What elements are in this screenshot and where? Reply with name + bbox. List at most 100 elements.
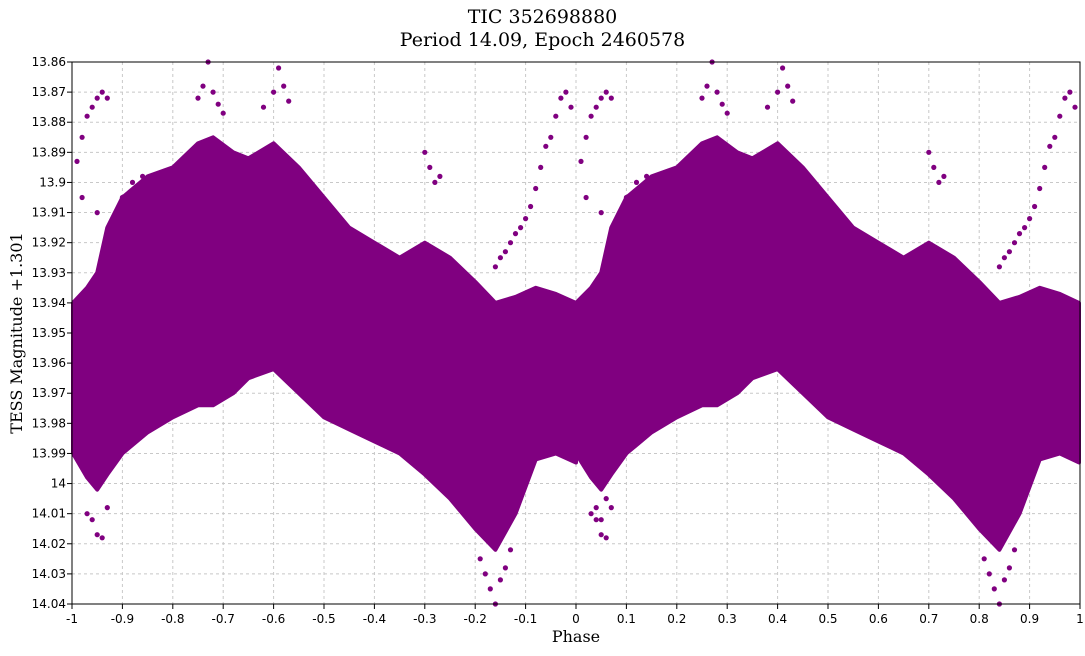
y-tick-label: 13.89 xyxy=(32,145,66,159)
data-point xyxy=(704,83,710,89)
data-point xyxy=(593,517,599,523)
data-point xyxy=(986,571,992,577)
y-tick-label: 13.95 xyxy=(32,326,66,340)
x-tick-label: 0.3 xyxy=(718,612,737,626)
data-point xyxy=(558,95,564,101)
data-point xyxy=(598,517,604,523)
data-point xyxy=(210,89,216,95)
data-point xyxy=(1052,134,1058,140)
chart-title: TIC 352698880 xyxy=(467,6,618,28)
x-tick-label: -0.5 xyxy=(312,612,335,626)
data-cloud xyxy=(71,135,1081,552)
data-point xyxy=(981,556,987,562)
data-point xyxy=(568,104,574,110)
data-point xyxy=(79,194,85,201)
x-tick-label: -0.6 xyxy=(262,612,285,626)
data-cloud-region xyxy=(71,135,578,552)
data-point xyxy=(699,95,705,101)
x-tick-label: 0.6 xyxy=(869,612,888,626)
x-tick-label: -0.2 xyxy=(463,612,486,626)
data-point xyxy=(1006,565,1013,571)
data-point xyxy=(487,586,493,592)
y-axis-label: TESS Magnitude +1.301 xyxy=(7,232,26,433)
chart-subtitle: Period 14.09, Epoch 2460578 xyxy=(399,29,686,51)
y-tick-label: 13.91 xyxy=(32,206,66,220)
data-point xyxy=(931,164,937,170)
y-axis-ticks: 13.86 13.87 13.88 13.89 13.9 13.91 13.92 13.93 1… xyxy=(32,55,72,611)
data-point xyxy=(1047,143,1053,149)
data-point xyxy=(936,179,942,185)
data-point xyxy=(74,158,80,164)
data-point xyxy=(583,134,589,140)
data-point xyxy=(926,149,932,155)
y-tick-label: 13.97 xyxy=(32,386,66,400)
data-point xyxy=(588,511,594,517)
data-point xyxy=(613,234,619,240)
y-tick-label: 14.02 xyxy=(32,537,66,551)
data-point xyxy=(432,179,438,185)
data-point xyxy=(502,249,508,255)
x-tick-label: -1 xyxy=(66,612,78,626)
data-point xyxy=(512,231,519,237)
data-point xyxy=(1027,216,1033,222)
data-point xyxy=(119,194,125,201)
data-point xyxy=(603,89,609,95)
x-tick-label: 0.8 xyxy=(970,612,989,626)
data-point xyxy=(518,225,524,231)
data-point xyxy=(271,89,277,95)
data-point xyxy=(507,547,514,553)
data-point xyxy=(623,194,630,201)
y-tick-label: 13.86 xyxy=(32,55,66,69)
x-tick-label: 1 xyxy=(1076,612,1084,626)
data-point xyxy=(724,110,730,116)
y-tick-label: 14.01 xyxy=(32,507,66,521)
data-points xyxy=(74,59,1078,607)
x-tick-label: -0.7 xyxy=(211,612,234,626)
x-tick-label: 0.5 xyxy=(818,612,837,626)
data-point xyxy=(129,179,136,185)
data-point xyxy=(764,104,771,110)
y-tick-label: 13.96 xyxy=(32,356,66,370)
data-point xyxy=(553,113,559,119)
data-point xyxy=(1016,231,1023,237)
data-point xyxy=(84,511,90,517)
data-point xyxy=(719,101,725,107)
data-point xyxy=(588,113,594,119)
data-point xyxy=(79,134,85,140)
data-point xyxy=(523,216,529,222)
data-point xyxy=(94,95,100,101)
chart-title-block: TIC 352698880 Period 14.09, Epoch 246057… xyxy=(0,6,1085,52)
data-point xyxy=(482,571,488,577)
y-tick-label: 13.88 xyxy=(32,115,66,129)
data-point xyxy=(1057,113,1063,119)
data-point xyxy=(583,194,589,201)
data-cloud-region xyxy=(574,135,1081,552)
data-point xyxy=(260,104,267,110)
data-point xyxy=(941,173,947,179)
x-axis-label: Phase xyxy=(552,627,600,646)
x-tick-label: -0.8 xyxy=(161,612,184,626)
data-point xyxy=(109,234,115,240)
y-tick-label: 14.04 xyxy=(32,597,66,611)
data-point xyxy=(220,110,226,116)
data-point xyxy=(89,104,95,110)
data-point xyxy=(1037,185,1043,192)
data-point xyxy=(1006,249,1013,255)
data-point xyxy=(785,83,791,89)
data-point xyxy=(94,210,100,216)
data-point xyxy=(633,179,640,185)
y-tick-label: 13.94 xyxy=(32,296,66,310)
data-point xyxy=(598,95,604,101)
data-point xyxy=(1062,95,1068,101)
y-tick-label: 14.03 xyxy=(32,567,66,581)
data-point xyxy=(1032,203,1038,210)
data-point xyxy=(548,134,554,140)
data-point xyxy=(1042,164,1048,170)
x-tick-label: -0.4 xyxy=(363,612,386,626)
y-tick-label: 13.87 xyxy=(32,85,66,99)
x-tick-label: 0.4 xyxy=(768,612,787,626)
x-tick-label: -0.1 xyxy=(514,612,537,626)
y-tick-label: 13.98 xyxy=(32,416,66,430)
data-point xyxy=(593,104,599,110)
